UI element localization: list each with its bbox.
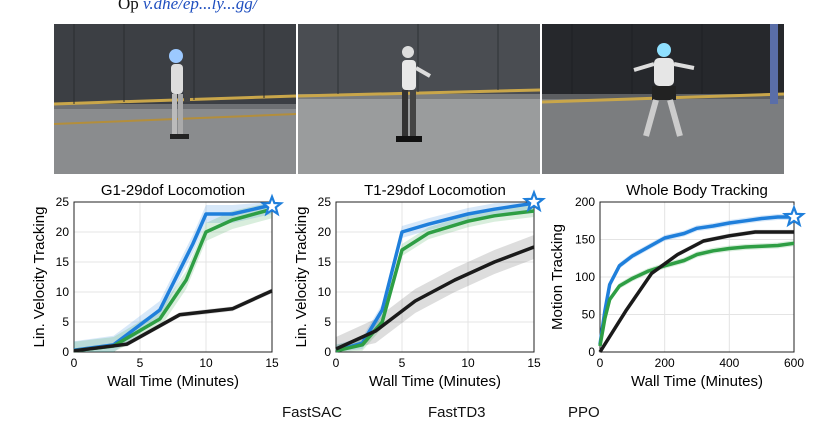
y-axis-label: Lin. Velocity Tracking <box>31 207 48 348</box>
x-axis-label: Wall Time (Minutes) <box>631 373 763 390</box>
chart-svg: Whole Body Tracking 0 200 400 600 0 50 100 150 20… <box>549 182 807 390</box>
x-tick-label: 5 <box>137 356 144 370</box>
chart-whole-body-tracking: Whole Body Tracking 0 200 400 600 0 50 100 150 20… <box>548 178 810 400</box>
chart-svg: G1-29dof Locomotion 0 5 10 15 0 5 10 15 20 25 Wall … <box>31 182 285 390</box>
plot-frame <box>599 201 795 353</box>
y-axis-label: Lin. Velocity Tracking <box>293 207 310 348</box>
y-tick-label: 20 <box>318 225 332 239</box>
y-tick-label: 0 <box>62 345 69 359</box>
best-star-marker <box>781 204 807 228</box>
caption-fragment: Op v.dhe/ep...ly...gg/ <box>118 0 257 14</box>
y-tick-label: 150 <box>575 233 595 247</box>
chart-g1-locomotion: G1-29dof Locomotion 0 5 10 15 0 5 10 15 20 25 Wall … <box>30 178 292 400</box>
x-tick-label: 0 <box>71 356 78 370</box>
y-tick-label: 100 <box>575 270 595 284</box>
y-tick-label: 200 <box>575 195 595 209</box>
plot-frame <box>73 201 273 353</box>
plot-frame <box>335 201 535 353</box>
y-tick-label: 0 <box>324 345 331 359</box>
x-axis-label: Wall Time (Minutes) <box>107 373 239 390</box>
x-tick-label: 10 <box>461 356 475 370</box>
series-line-fasttd3 <box>598 241 795 347</box>
series-line-ppo <box>73 289 273 353</box>
x-tick-label: 5 <box>399 356 406 370</box>
x-tick-label: 15 <box>265 356 279 370</box>
caption-link[interactable]: v.dhe/ep...ly...gg/ <box>143 0 258 13</box>
x-tick-label: 0 <box>597 356 604 370</box>
y-tick-label: 10 <box>318 285 332 299</box>
robot-photo-t1 <box>298 24 540 174</box>
x-tick-label: 10 <box>199 356 213 370</box>
x-tick-label: 0 <box>333 356 340 370</box>
series-line-fastsac <box>335 201 535 353</box>
series-line-ppo <box>598 230 794 353</box>
x-tick-label: 15 <box>527 356 541 370</box>
robot-photo-wbt <box>542 24 784 174</box>
series-band-fasttd3 <box>74 202 272 352</box>
chart-title: T1-29dof Locomotion <box>364 182 506 199</box>
y-tick-label: 25 <box>56 195 70 209</box>
series-line-fastsac <box>598 215 794 345</box>
chart-title: G1-29dof Locomotion <box>101 182 245 199</box>
y-axis-label: Motion Tracking <box>549 224 566 330</box>
y-tick-label: 25 <box>318 195 332 209</box>
x-tick-label: 200 <box>655 356 675 370</box>
best-star-marker <box>521 189 547 213</box>
y-tick-label: 20 <box>56 225 70 239</box>
chart-title: Whole Body Tracking <box>626 182 768 199</box>
y-tick-label: 5 <box>62 315 69 329</box>
x-axis-label: Wall Time (Minutes) <box>369 373 501 390</box>
legend-item-fastsac: FastSAC <box>282 404 343 421</box>
y-tick-label: 50 <box>582 308 596 322</box>
y-tick-label: 10 <box>56 285 70 299</box>
caption-prefix: Op <box>118 0 139 13</box>
x-tick-label: 400 <box>719 356 739 370</box>
legend-item-fasttd3: FastTD3 <box>428 404 486 421</box>
legend-item-ppo: PPO <box>568 404 600 421</box>
series-band-fastsac <box>74 202 272 352</box>
y-tick-label: 5 <box>324 315 331 329</box>
best-star-marker <box>259 193 285 217</box>
series-line-fasttd3 <box>335 209 535 353</box>
y-tick-label: 0 <box>588 345 595 359</box>
chart-svg: T1-29dof Locomotion 0 5 10 15 0 5 10 15 20 25 Wall … <box>293 182 547 390</box>
chart-t1-locomotion: T1-29dof Locomotion 0 5 10 15 0 5 10 15 20 25 Wall … <box>292 178 554 400</box>
y-tick-label: 15 <box>318 255 332 269</box>
robot-photo-g1 <box>54 24 296 174</box>
x-tick-label: 600 <box>784 356 804 370</box>
y-tick-label: 15 <box>56 255 70 269</box>
legend: FastSAC FastTD3 PPO <box>0 398 840 421</box>
series-line-ppo <box>335 245 535 351</box>
